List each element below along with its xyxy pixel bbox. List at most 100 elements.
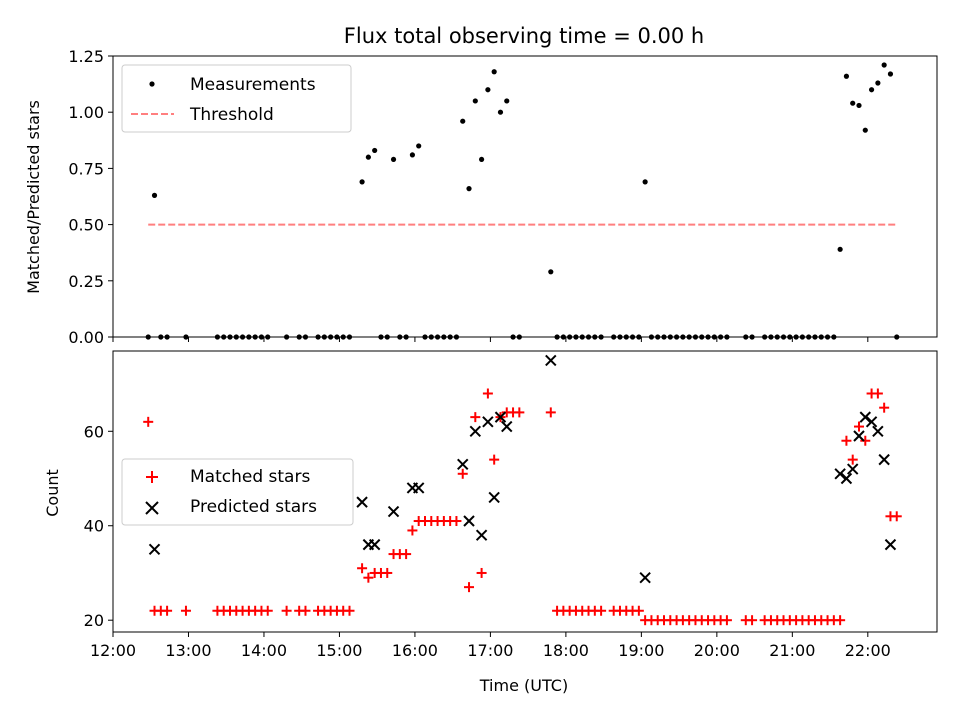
top-y-tick-label: 0.75 bbox=[68, 159, 104, 178]
measurement-point bbox=[824, 334, 831, 340]
measurement-point bbox=[158, 334, 164, 340]
measurement-point bbox=[145, 334, 151, 340]
measurement-point bbox=[692, 334, 699, 340]
predicted-star-point bbox=[457, 458, 469, 471]
predicted-star-point bbox=[639, 571, 651, 584]
measurement-point bbox=[567, 334, 573, 340]
bottom-x-tick-label: 20:00 bbox=[694, 641, 740, 660]
matched-star-point bbox=[476, 567, 487, 578]
measurement-point bbox=[491, 69, 497, 75]
top-x-axis bbox=[112, 337, 869, 342]
measurement-point bbox=[164, 334, 170, 340]
predicted-star-point bbox=[387, 505, 400, 518]
legend-matched-label: Matched stars bbox=[190, 467, 310, 487]
matched-star-point bbox=[357, 563, 368, 574]
measurement-point bbox=[434, 334, 441, 340]
measurement-point bbox=[472, 98, 478, 104]
matched-star-point bbox=[835, 615, 846, 626]
bottom-x-tick-label: 12:00 bbox=[90, 641, 136, 660]
measurement-point bbox=[384, 334, 390, 340]
measurement-point bbox=[743, 334, 749, 340]
measurement-point bbox=[302, 334, 309, 340]
measurement-point bbox=[497, 109, 504, 115]
x-axis-label: Time (UTC) bbox=[479, 676, 568, 695]
bottom-y-axis-label: Count bbox=[43, 469, 62, 517]
top-y-tick-label: 0.50 bbox=[68, 216, 104, 235]
measurement-point bbox=[850, 100, 856, 106]
measurement-point bbox=[460, 118, 466, 124]
matched-star-point bbox=[860, 435, 871, 446]
top-y-tick-label: 1.00 bbox=[68, 103, 104, 122]
measurement-point bbox=[221, 334, 227, 340]
matched-star-point bbox=[545, 407, 556, 418]
predicted-star-point bbox=[148, 543, 161, 556]
measurement-point bbox=[258, 334, 265, 340]
predicted-star-point bbox=[482, 416, 494, 428]
predicted-star-point bbox=[872, 425, 884, 437]
bottom-x-tick-label: 17:00 bbox=[467, 641, 513, 660]
predicted-star-point bbox=[834, 468, 846, 480]
measurement-point bbox=[397, 334, 403, 340]
matched-star-point bbox=[382, 567, 393, 578]
measurement-point bbox=[831, 334, 837, 340]
top-legend-box bbox=[121, 64, 352, 133]
matched-star-point bbox=[482, 388, 493, 399]
measurement-point bbox=[346, 334, 353, 340]
measurement-point bbox=[780, 334, 787, 340]
measurement-point bbox=[881, 62, 887, 68]
matched-star-point bbox=[281, 605, 292, 616]
measurement-point bbox=[655, 334, 661, 340]
measurement-point bbox=[762, 334, 768, 340]
matched-star-point bbox=[489, 454, 500, 465]
measurement-point bbox=[548, 269, 554, 275]
bottom-legend-box bbox=[121, 458, 354, 526]
legend-threshold-label: Threshold bbox=[189, 105, 274, 125]
measurement-point bbox=[699, 334, 705, 340]
bottom-y-tick-label: 60 bbox=[84, 422, 104, 441]
bottom-y-axis: 20 40 60 bbox=[84, 422, 113, 630]
measurement-point bbox=[151, 192, 158, 198]
bottom-marks bbox=[143, 354, 902, 626]
predicted-star-point bbox=[840, 472, 853, 485]
measurement-point bbox=[711, 334, 717, 340]
legend-measurements-label: Measurements bbox=[190, 75, 316, 95]
measurement-point bbox=[787, 334, 793, 340]
measurement-point bbox=[799, 334, 805, 340]
predicted-star-point bbox=[501, 420, 513, 433]
matched-star-point bbox=[854, 421, 865, 432]
measurement-point bbox=[485, 87, 491, 93]
legend-predicted-marker bbox=[145, 501, 159, 515]
measurement-point bbox=[623, 334, 629, 340]
measurement-point bbox=[428, 334, 434, 340]
measurement-point bbox=[661, 334, 667, 340]
measurement-point bbox=[554, 334, 560, 340]
measurement-point bbox=[183, 334, 189, 340]
measurement-point bbox=[246, 334, 252, 340]
measurement-point bbox=[447, 334, 453, 340]
measurement-point bbox=[466, 186, 472, 192]
top-y-tick-label: 0.00 bbox=[68, 328, 104, 347]
measurement-point bbox=[321, 334, 327, 340]
measurement-point bbox=[453, 334, 460, 340]
top-y-tick-label: 1.25 bbox=[68, 47, 104, 66]
measurement-point bbox=[359, 179, 365, 185]
matched-star-point bbox=[344, 605, 355, 616]
measurement-point bbox=[504, 98, 510, 104]
measurement-point bbox=[667, 334, 673, 340]
measurement-point bbox=[680, 334, 686, 340]
measurement-point bbox=[510, 334, 516, 340]
bottom-x-tick-label: 22:00 bbox=[845, 641, 891, 660]
bottom-panel: 20 40 60 12:00 13:00 14:00 15:00 16:00 17:00 18:… bbox=[43, 350, 938, 695]
measurement-point bbox=[862, 127, 868, 133]
measurement-point bbox=[328, 334, 334, 340]
measurement-point bbox=[478, 156, 485, 163]
measurement-point bbox=[233, 334, 239, 340]
matched-star-point bbox=[747, 615, 758, 626]
predicted-star-point bbox=[412, 482, 425, 494]
matched-star-point bbox=[872, 388, 883, 399]
measurement-point bbox=[403, 334, 409, 340]
bottom-x-tick-label: 19:00 bbox=[618, 641, 664, 660]
measurement-point bbox=[868, 87, 875, 93]
measurement-point bbox=[793, 334, 799, 340]
legend-measurements-marker bbox=[149, 81, 155, 87]
